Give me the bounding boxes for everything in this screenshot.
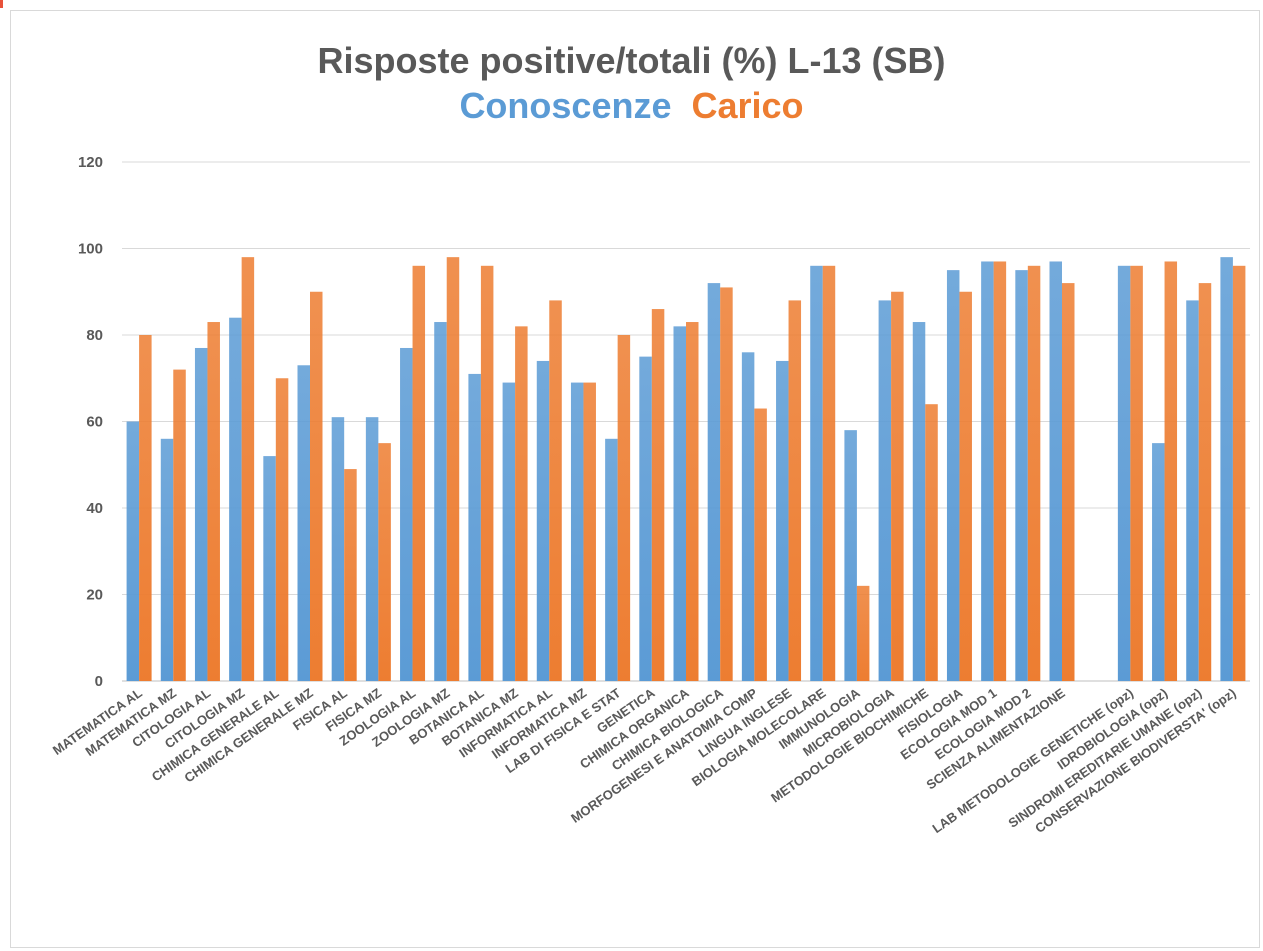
bar-conoscenze — [605, 438, 618, 681]
bar-carico — [480, 265, 494, 681]
legend-conoscenze: Conoscenze — [459, 85, 672, 126]
bar-carico — [993, 261, 1007, 681]
bar-carico — [275, 378, 289, 681]
bar-conoscenze — [1117, 265, 1131, 681]
bar-conoscenze — [468, 373, 481, 681]
bar-conoscenze — [981, 261, 994, 681]
y-tick-label: 60 — [86, 414, 103, 431]
bar-conoscenze — [160, 438, 174, 681]
bar-conoscenze — [194, 347, 208, 681]
bar-carico — [310, 291, 323, 681]
bar-carico — [1198, 283, 1212, 681]
bar-conoscenze — [502, 382, 516, 681]
bar-carico — [720, 287, 733, 681]
bar-conoscenze — [741, 352, 755, 681]
y-tick-label: 20 — [86, 587, 103, 604]
bar-conoscenze — [1220, 257, 1233, 681]
bar-conoscenze — [810, 265, 823, 681]
bar-conoscenze — [1186, 300, 1199, 681]
bar-conoscenze — [331, 417, 345, 681]
bar-conoscenze — [1049, 261, 1062, 681]
bar-carico — [1062, 283, 1075, 681]
bar-carico — [378, 443, 391, 681]
bar-conoscenze — [229, 317, 242, 681]
bar-conoscenze — [844, 430, 857, 681]
bar-carico — [856, 585, 870, 681]
bar-conoscenze — [946, 270, 960, 681]
y-tick-label: 40 — [86, 500, 103, 517]
bar-carico — [925, 404, 938, 681]
bar-conoscenze — [400, 347, 413, 681]
bar-carico — [788, 300, 802, 681]
bar-carico — [207, 322, 220, 681]
bar-carico — [1232, 265, 1246, 681]
bar-carico — [173, 369, 186, 681]
y-tick-label: 100 — [78, 241, 103, 258]
bar-carico — [515, 326, 528, 681]
bar-conoscenze — [673, 326, 686, 681]
bar-conoscenze — [570, 382, 584, 681]
bar-conoscenze — [878, 300, 892, 681]
bar-carico — [754, 408, 767, 681]
bar-conoscenze — [1015, 270, 1028, 681]
bar-carico — [344, 469, 357, 681]
bar-conoscenze — [639, 356, 652, 681]
bar-conoscenze — [536, 360, 550, 681]
bar-conoscenze — [707, 283, 721, 681]
legend-carico: Carico — [691, 85, 804, 126]
bar-conoscenze — [912, 322, 926, 681]
bar-carico — [617, 335, 631, 681]
bar-conoscenze — [126, 421, 140, 681]
bar-carico — [959, 291, 972, 681]
bar-carico — [651, 309, 665, 681]
bar-conoscenze — [297, 365, 310, 681]
bar-carico — [139, 335, 152, 681]
bar-carico — [1164, 261, 1178, 681]
bar-carico — [891, 291, 904, 681]
bar-carico — [1130, 265, 1143, 681]
bar-carico — [241, 257, 255, 681]
bar-carico — [583, 382, 596, 681]
bar-conoscenze — [365, 417, 379, 681]
y-tick-label: 80 — [86, 327, 103, 344]
bar-conoscenze — [776, 360, 789, 681]
bar-conoscenze — [263, 456, 276, 681]
y-tick-label: 0 — [95, 673, 103, 690]
bar-carico — [686, 322, 699, 681]
bar-conoscenze — [434, 322, 447, 681]
bar-conoscenze — [1152, 443, 1165, 681]
bar-carico — [412, 265, 426, 681]
bar-carico — [1027, 265, 1041, 681]
y-tick-label: 120 — [78, 154, 103, 171]
chart-title: Risposte positive/totali (%) L-13 (SB) — [317, 40, 946, 81]
bar-carico — [446, 257, 460, 681]
corner-mark — [0, 0, 3, 8]
bar-carico — [822, 265, 836, 681]
chart-legend: Conoscenze Carico — [0, 85, 1263, 127]
bar-carico — [549, 300, 562, 681]
